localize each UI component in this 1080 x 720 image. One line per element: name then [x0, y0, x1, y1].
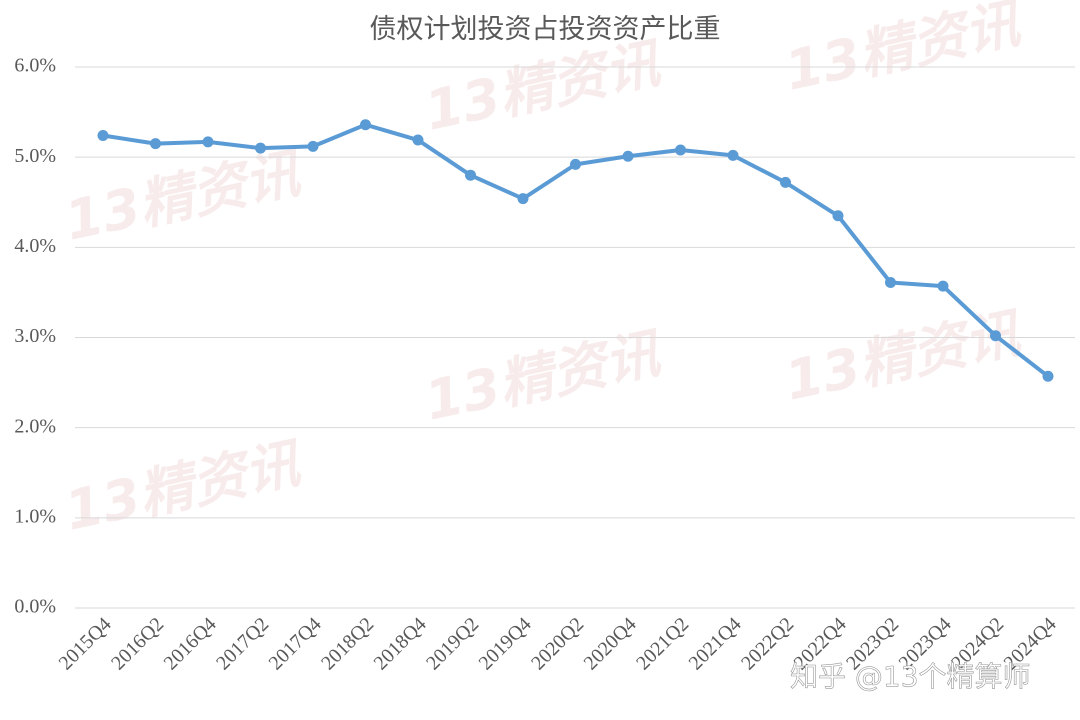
x-tick-label: 2016Q4 — [160, 613, 221, 674]
point — [202, 136, 214, 148]
x-tick-label: 2019Q2 — [422, 613, 483, 674]
x-tick-label: 2021Q2 — [632, 613, 693, 674]
x-tick-label: 2021Q4 — [685, 613, 746, 674]
x-tick-label: 2016Q2 — [107, 613, 168, 674]
x-tick-label: 2015Q4 — [55, 613, 116, 674]
point — [832, 210, 844, 222]
chart-title: 债权计划投资占投资资产比重 — [370, 14, 721, 44]
point — [360, 119, 371, 131]
x-tick-label: 2020Q4 — [580, 613, 641, 674]
x-tick-label: 2018Q2 — [317, 613, 378, 674]
y-tick-label: 1.0% — [14, 505, 56, 527]
y-tick-label: 0.0% — [14, 596, 56, 618]
y-tick-label: 4.0% — [14, 235, 56, 257]
x-tick-label: 2018Q4 — [370, 613, 431, 674]
point — [412, 134, 424, 146]
y-tick-label: 5.0% — [14, 145, 56, 167]
point — [990, 330, 1001, 342]
point — [517, 193, 529, 205]
y-tick-label: 2.0% — [14, 415, 56, 437]
stamp: 13精资讯 — [780, 301, 1029, 413]
x-tick-label: 2017Q4 — [265, 613, 326, 674]
y-tick-label: 3.0% — [14, 325, 56, 347]
plot — [97, 119, 1054, 382]
point — [675, 144, 686, 156]
point — [307, 140, 319, 152]
stamp: 13精资讯 — [60, 431, 309, 543]
stamp: 13精资讯 — [780, 0, 1029, 103]
watermark: 知乎 @13个精算师 — [790, 660, 1031, 693]
point — [570, 158, 581, 170]
point — [1042, 370, 1054, 382]
point — [937, 280, 949, 292]
point — [255, 142, 266, 154]
point — [622, 150, 634, 162]
point — [465, 169, 476, 181]
y-tick-label: 6.0% — [14, 55, 56, 77]
x-tick-label: 2019Q4 — [475, 613, 536, 674]
point — [885, 276, 896, 288]
x-tick-label: 2017Q2 — [212, 613, 273, 674]
point — [97, 130, 109, 142]
point — [727, 149, 739, 161]
stamp: 13精资讯 — [420, 31, 669, 143]
point — [150, 138, 161, 150]
x-tick-label: 2020Q2 — [527, 613, 588, 674]
point — [780, 176, 791, 188]
stamp: 13精资讯 — [60, 141, 309, 253]
